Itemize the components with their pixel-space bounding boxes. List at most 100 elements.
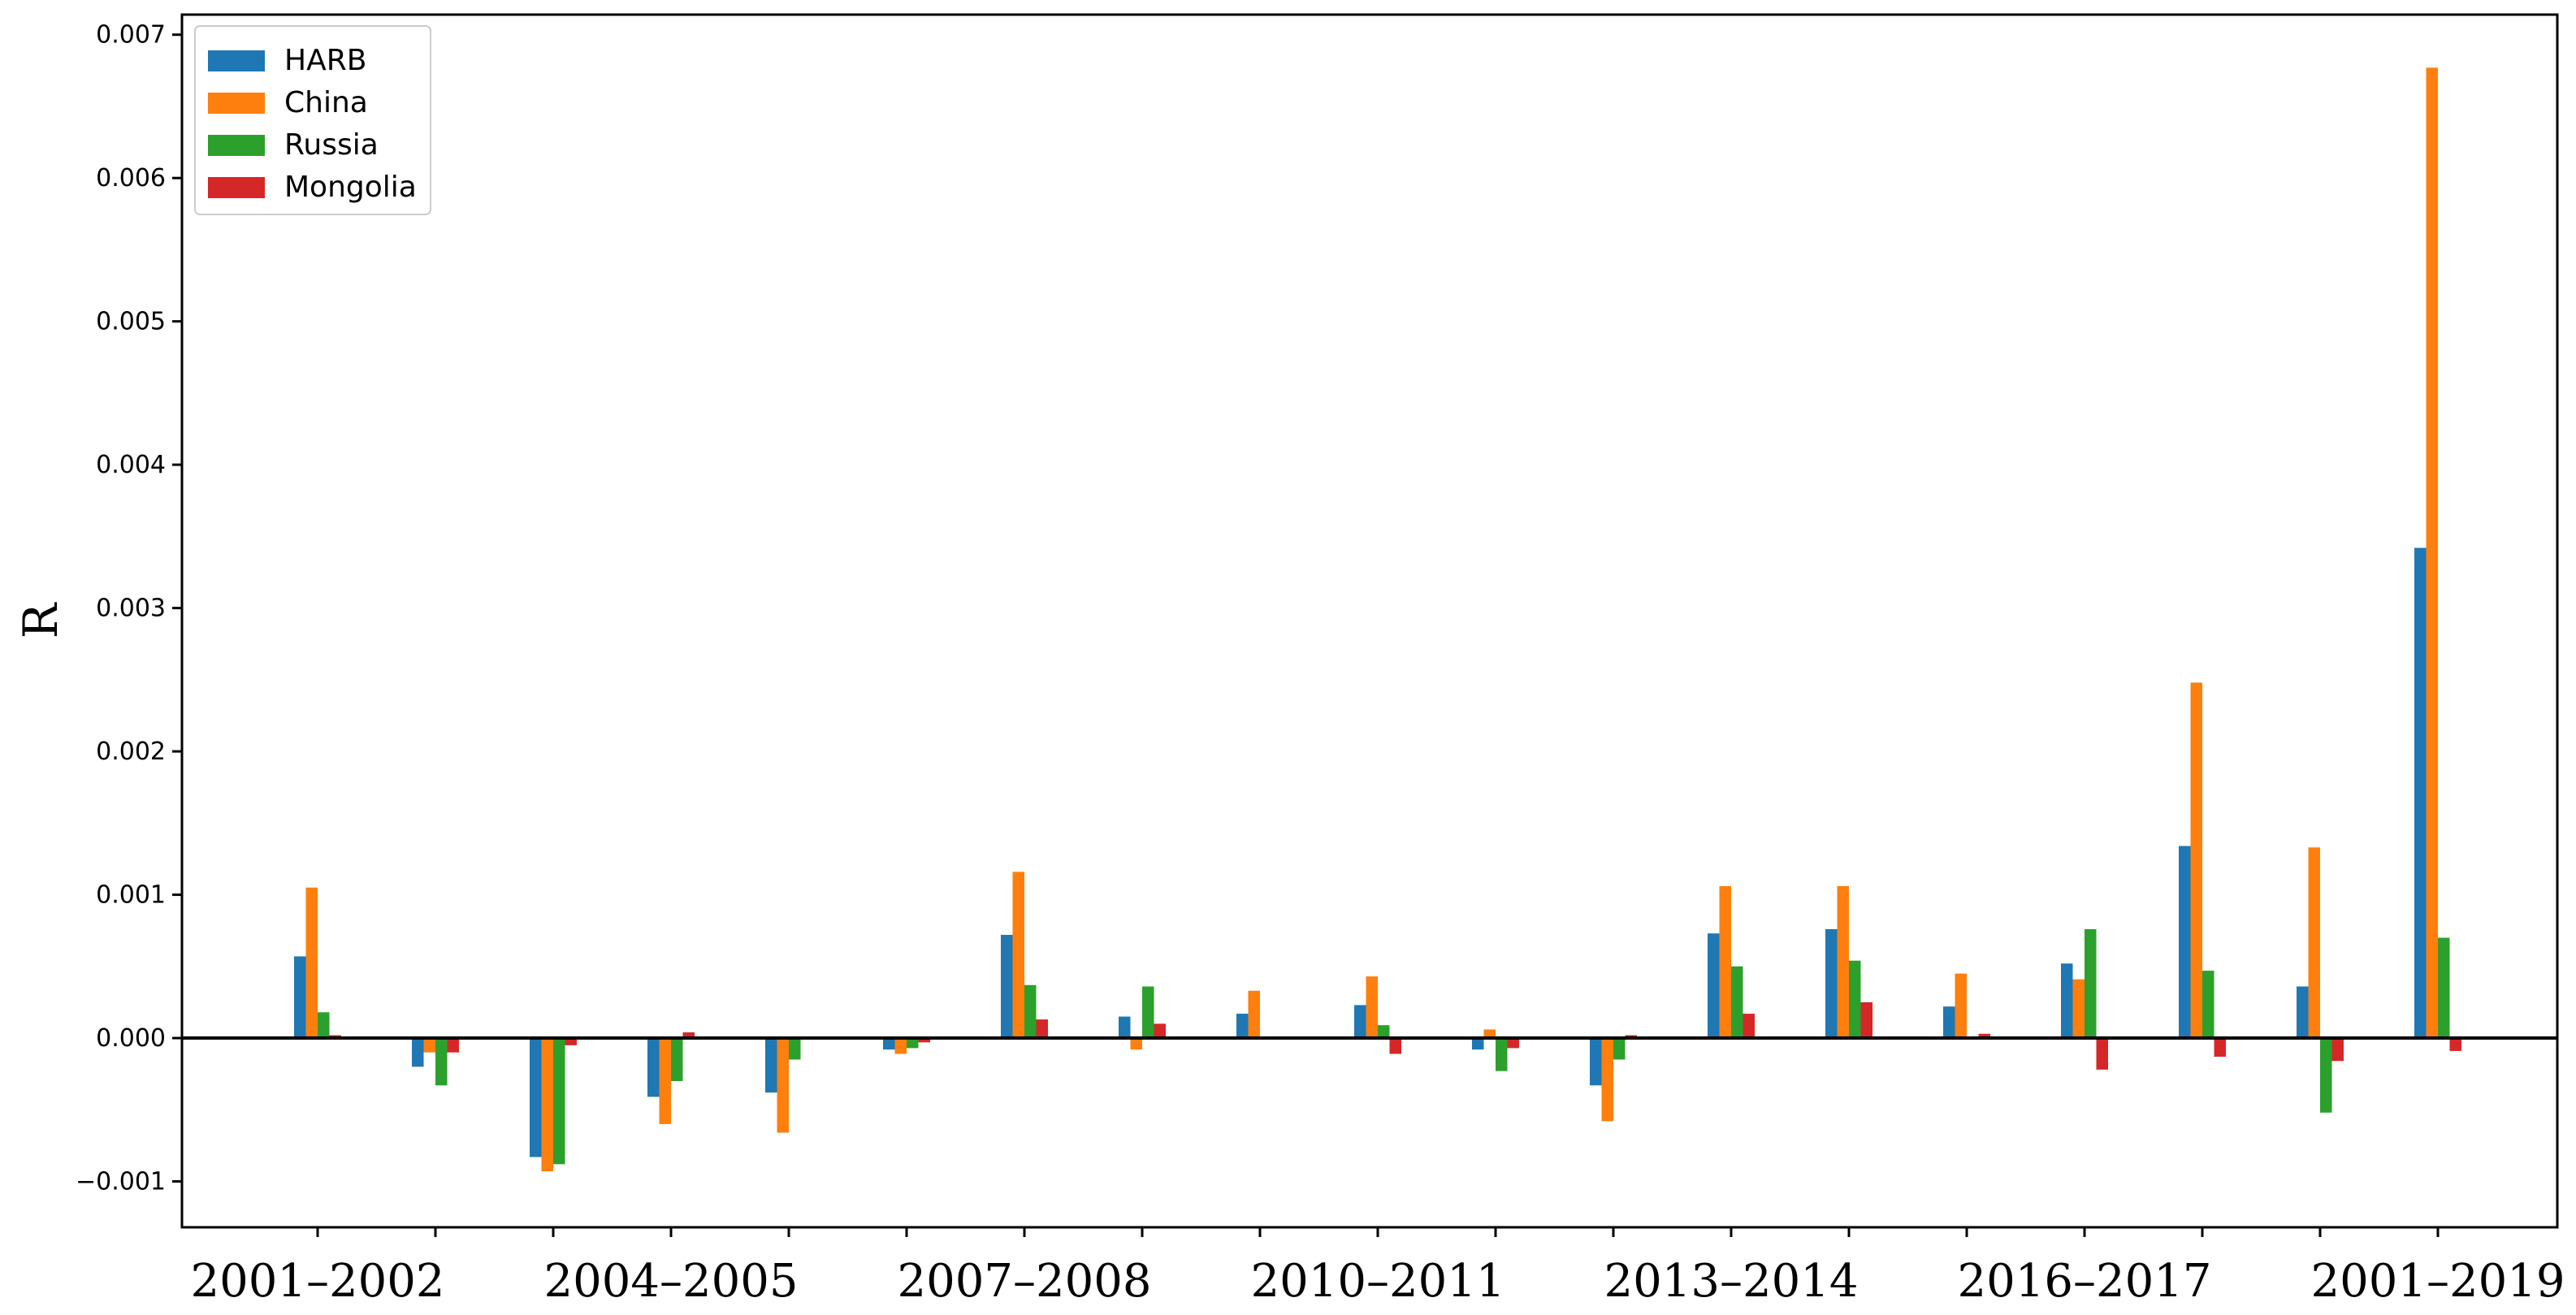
bar-china-2 [541, 1038, 553, 1172]
bar-harb-12 [1708, 933, 1720, 1039]
y-tick-label: 0.000 [96, 1024, 166, 1053]
bar-mongolia-5 [918, 1038, 930, 1043]
bar-mongolia-6 [1036, 1019, 1048, 1039]
bar-russia-0 [318, 1012, 330, 1039]
x-tick-label: 2001–2002 [190, 1255, 444, 1308]
bar-china-3 [659, 1038, 671, 1124]
bar-china-11 [1601, 1038, 1613, 1122]
bar-russia-7 [1142, 986, 1154, 1039]
bar-harb-18 [2414, 547, 2427, 1039]
y-axis-label: R [13, 601, 68, 638]
bar-mongolia-2 [565, 1038, 577, 1045]
bar-russia-4 [789, 1038, 801, 1060]
bar-mongolia-9 [1389, 1038, 1401, 1054]
legend: HARB China Russia Mongolia [194, 25, 431, 215]
bar-harb-17 [2297, 986, 2309, 1039]
x-tick-label: 2013–2014 [1604, 1255, 1858, 1308]
bar-china-16 [2190, 682, 2202, 1039]
x-tick-label: 2007–2008 [897, 1255, 1151, 1308]
bar-harb-14 [1943, 1006, 1955, 1039]
bar-harb-16 [2179, 846, 2191, 1039]
bar-china-0 [305, 887, 318, 1039]
bar-harb-1 [412, 1038, 424, 1067]
x-tick-label: 2010–2011 [1250, 1255, 1504, 1308]
bar-harb-6 [1001, 934, 1013, 1039]
bar-russia-17 [2320, 1038, 2332, 1113]
bar-china-17 [2308, 847, 2320, 1039]
bar-harb-4 [765, 1038, 777, 1093]
legend-label-china: China [284, 86, 368, 119]
bar-russia-9 [1378, 1025, 1390, 1039]
bar-china-14 [1955, 973, 1967, 1039]
bar-russia-5 [907, 1038, 919, 1049]
bar-russia-11 [1613, 1038, 1626, 1060]
bar-mongolia-7 [1154, 1023, 1166, 1039]
legend-swatch-russia [208, 135, 265, 156]
bar-harb-2 [530, 1038, 542, 1157]
y-tick-label: 0.005 [96, 308, 166, 336]
y-tick-label: 0.004 [96, 451, 166, 479]
bar-china-8 [1248, 990, 1260, 1039]
bar-harb-13 [1825, 928, 1838, 1039]
bar-russia-18 [2438, 937, 2450, 1039]
y-tick-label: 0.006 [96, 164, 166, 192]
x-axis: 2001–2002 2004–2005 2007–2008 2010–2011 2013… [190, 1227, 2565, 1308]
y-tick-label: 0.003 [96, 595, 166, 623]
bar-harb-15 [2061, 963, 2073, 1039]
bar-russia-2 [553, 1038, 565, 1165]
legend-label-russia: Russia [284, 128, 379, 162]
y-tick-label: 0.002 [96, 738, 166, 766]
bar-harb-9 [1354, 1005, 1366, 1039]
legend-box [194, 25, 431, 215]
bar-mongolia-15 [2096, 1038, 2108, 1070]
bar-harb-3 [647, 1038, 660, 1097]
bar-russia-15 [2085, 928, 2097, 1039]
legend-swatch-harb [208, 50, 265, 71]
x-tick-label: 2004–2005 [543, 1255, 798, 1308]
legend-label-mongolia: Mongolia [284, 171, 417, 204]
plot-frame [180, 13, 2559, 1229]
bar-harb-10 [1472, 1038, 1484, 1050]
bar-mongolia-1 [447, 1038, 459, 1053]
bar-russia-16 [2202, 971, 2214, 1039]
bar-russia-10 [1496, 1038, 1508, 1071]
y-tick-label: 0.001 [96, 881, 166, 910]
legend-label-harb: HARB [284, 44, 366, 77]
bar-china-12 [1719, 885, 1731, 1039]
bar-china-10 [1483, 1029, 1496, 1039]
legend-swatch-china [208, 93, 265, 114]
bar-russia-3 [671, 1038, 683, 1081]
bar-china-6 [1012, 872, 1024, 1039]
bar-harb-7 [1119, 1016, 1131, 1039]
bar-mongolia-13 [1860, 1001, 1872, 1039]
y-tick-label: 0.007 [96, 21, 166, 50]
bar-harb-0 [294, 956, 306, 1039]
bars-layer [294, 67, 2461, 1172]
bar-china-4 [777, 1038, 789, 1133]
bar-mongolia-17 [2331, 1038, 2344, 1062]
bar-harb-5 [883, 1038, 895, 1050]
bar-china-9 [1366, 976, 1378, 1039]
y-axis: −0.001 0.000 0.001 0.002 0.003 0.004 0.005 0.00… [76, 21, 182, 1196]
bar-mongolia-10 [1507, 1038, 1519, 1049]
bar-harb-8 [1236, 1014, 1249, 1039]
bar-russia-1 [435, 1038, 448, 1086]
x-tick-label: 2001–2019 [2310, 1255, 2565, 1308]
bar-mongolia-12 [1743, 1014, 1755, 1039]
bar-russia-12 [1731, 966, 1743, 1039]
bar-china-1 [423, 1038, 435, 1053]
bar-china-5 [894, 1038, 907, 1054]
bar-russia-6 [1024, 984, 1037, 1039]
x-tick-label: 2016–2017 [1957, 1255, 2211, 1308]
bar-china-18 [2426, 67, 2438, 1039]
bar-mongolia-3 [682, 1032, 695, 1039]
legend-swatch-mongolia [208, 177, 265, 198]
bar-mongolia-18 [2449, 1038, 2461, 1051]
y-tick-label: −0.001 [76, 1168, 166, 1196]
bar-china-7 [1130, 1038, 1142, 1050]
bar-mongolia-14 [1978, 1033, 1990, 1039]
bar-china-13 [1837, 885, 1849, 1039]
bar-china-15 [2072, 979, 2085, 1039]
bar-harb-11 [1590, 1038, 1602, 1086]
